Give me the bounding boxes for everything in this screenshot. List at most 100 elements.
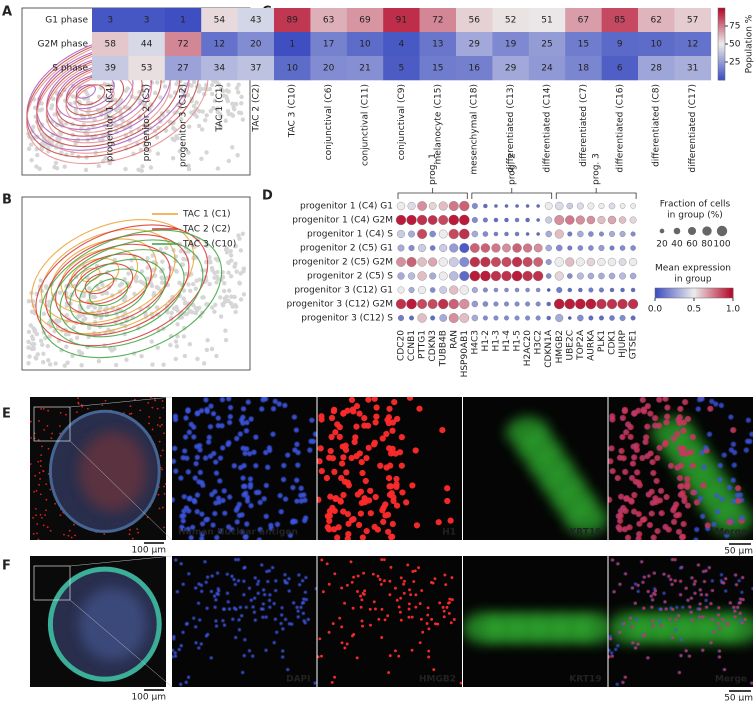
expression-dot <box>448 257 459 267</box>
nucleus <box>633 582 638 586</box>
expression-dot <box>566 202 574 210</box>
nucleus-stain <box>394 415 401 423</box>
nucleus <box>186 429 192 435</box>
expression-dot <box>459 298 470 310</box>
column-label: melanocyte (C15) <box>433 84 443 165</box>
cell-point <box>103 95 108 100</box>
nucleus-stain <box>664 413 671 420</box>
nucleus <box>314 587 317 591</box>
nucleus-stain <box>631 586 635 590</box>
nucleus-stain <box>653 477 660 485</box>
expression-dot <box>619 272 626 280</box>
heatmap-cell <box>310 56 348 81</box>
group-label: prog. 1 <box>428 153 438 185</box>
nucleus <box>222 510 228 516</box>
colorbar-step <box>718 42 725 45</box>
nucleus-stain <box>360 598 364 602</box>
nucleus-stain <box>447 517 454 524</box>
speckle <box>42 524 45 527</box>
expression-dot <box>493 287 499 293</box>
nucleus-stain <box>622 507 629 515</box>
cell-value: 52 <box>505 16 516 26</box>
expression-dot <box>620 287 625 293</box>
nucleus <box>730 477 736 483</box>
nucleus <box>240 475 246 481</box>
expression-dot <box>568 316 572 320</box>
expression-dot <box>525 204 530 208</box>
cell-value: 5 <box>399 64 405 74</box>
cell-point <box>171 306 177 311</box>
nucleus-stain <box>650 594 653 598</box>
cell-point <box>237 236 242 241</box>
nucleus <box>285 452 291 458</box>
expression-dot <box>511 270 523 282</box>
cell-point <box>142 143 147 148</box>
cell-point <box>96 163 101 169</box>
nucleus <box>280 606 284 610</box>
cell-point <box>136 167 141 172</box>
nucleus <box>197 442 203 449</box>
nucleus <box>173 654 178 658</box>
expression-dot <box>585 298 597 310</box>
cell-point <box>233 303 238 308</box>
colorbar-step <box>658 288 662 298</box>
expression-dot <box>428 257 438 267</box>
nucleus-stain <box>677 483 684 490</box>
cell-point <box>120 118 125 123</box>
nucleus-stain <box>367 487 374 494</box>
nucleus-stain <box>360 619 364 623</box>
nucleus-stain <box>735 583 739 587</box>
nucleus-stain <box>383 579 386 583</box>
nucleus-stain <box>699 588 703 592</box>
speckle <box>162 526 165 529</box>
nucleus <box>240 406 247 412</box>
gene-label: CDKN3 <box>428 330 438 362</box>
nucleus <box>616 644 620 648</box>
nucleus <box>222 607 226 611</box>
cell-point <box>119 281 125 287</box>
nucleus <box>192 475 198 481</box>
nucleus-stain <box>386 614 390 618</box>
expression-dot <box>438 229 448 239</box>
heatmap-cell <box>128 32 166 57</box>
colorbar-step <box>718 76 725 79</box>
cell-point <box>148 165 154 170</box>
expression-dot <box>397 244 405 252</box>
nucleus <box>199 642 203 646</box>
nucleus <box>217 455 224 461</box>
cell-point <box>62 164 67 169</box>
cell-point <box>205 337 210 343</box>
nucleus <box>739 515 745 521</box>
expression-dot <box>439 243 448 253</box>
speckle <box>103 533 106 535</box>
density-contour <box>65 74 134 123</box>
nucleus-stain <box>618 630 622 634</box>
heatmap-cell <box>492 32 530 57</box>
nucleus-stain <box>326 517 333 524</box>
nucleus-stain <box>677 445 684 452</box>
nucleus-stain <box>658 510 665 517</box>
cell-point <box>204 243 209 248</box>
cell-point <box>26 329 32 335</box>
nucleus <box>731 462 737 468</box>
cell-point <box>173 356 178 362</box>
cell-point <box>161 362 166 367</box>
expression-dot <box>396 229 406 239</box>
nucleus-stain <box>383 618 387 622</box>
nucleus-stain <box>413 569 417 573</box>
expression-dot <box>544 202 553 210</box>
expression-dot <box>396 201 406 211</box>
nucleus <box>199 583 203 587</box>
nucleus-stain <box>357 488 365 495</box>
nucleus-stain <box>371 397 378 402</box>
gene-label: CDK1 <box>608 330 618 355</box>
nucleus <box>253 596 257 600</box>
nucleus <box>713 492 720 499</box>
size-legend-label: 100 <box>713 240 730 250</box>
cell-value: 53 <box>141 64 152 74</box>
nucleus <box>233 582 237 587</box>
nucleus-stain <box>646 590 650 593</box>
nucleus <box>274 579 278 583</box>
expression-dot <box>533 243 543 253</box>
nucleus <box>231 463 237 469</box>
